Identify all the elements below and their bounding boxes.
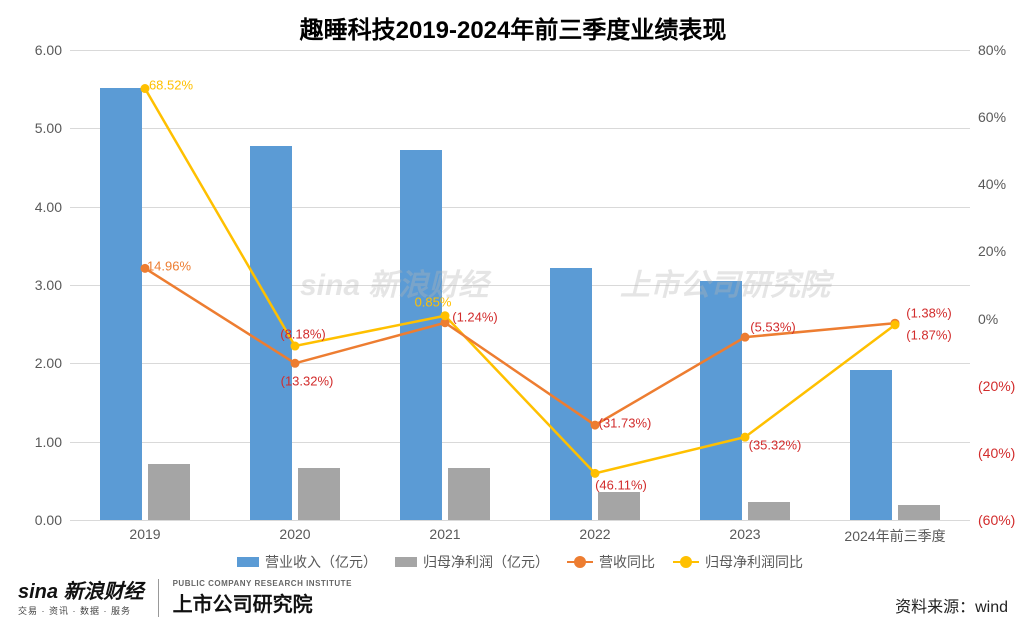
x-category-label: 2024年前三季度 xyxy=(820,520,970,546)
legend-label: 归母净利润同比 xyxy=(705,552,803,572)
y-left-tick: 3.00 xyxy=(35,277,70,293)
x-category-label: 2021 xyxy=(370,520,520,542)
x-category-label: 2019 xyxy=(70,520,220,542)
data-label: (1.24%) xyxy=(452,309,498,324)
data-label: 68.52% xyxy=(149,77,193,92)
y-right-tick: (40%) xyxy=(970,445,1015,461)
x-category-label: 2022 xyxy=(520,520,670,542)
plot-area: 0.001.002.003.004.005.006.00(60%)(40%)(2… xyxy=(70,50,970,520)
logo-sina: sina 新浪财经 交易 · 资讯 · 数据 · 服务 xyxy=(18,575,144,617)
legend-label: 营收同比 xyxy=(599,552,655,572)
y-left-tick: 4.00 xyxy=(35,199,70,215)
legend-item: 营业收入（亿元） xyxy=(237,552,377,572)
y-right-tick: 60% xyxy=(970,109,1006,125)
line-series xyxy=(145,268,895,425)
legend-item: 归母净利润（亿元） xyxy=(395,552,549,572)
legend-label: 归母净利润（亿元） xyxy=(423,552,549,572)
y-right-tick: (20%) xyxy=(970,378,1015,394)
y-left-tick: 2.00 xyxy=(35,355,70,371)
y-right-tick: 40% xyxy=(970,176,1006,192)
data-label: (31.73%) xyxy=(599,416,652,431)
y-right-tick: 0% xyxy=(970,311,998,327)
data-label: (8.18%) xyxy=(280,327,326,342)
y-left-tick: 0.00 xyxy=(35,512,70,528)
data-label: 14.96% xyxy=(147,259,191,274)
data-label: (13.32%) xyxy=(281,374,334,389)
data-label: (5.53%) xyxy=(750,320,796,335)
data-label: (1.87%) xyxy=(906,327,952,342)
x-category-label: 2020 xyxy=(220,520,370,542)
data-label: (1.38%) xyxy=(906,306,952,321)
legend-label: 营业收入（亿元） xyxy=(265,552,377,572)
line-marker xyxy=(591,469,599,477)
line-marker xyxy=(141,85,149,93)
data-source: 资料来源：wind xyxy=(895,593,1008,617)
y-left-tick: 1.00 xyxy=(35,434,70,450)
data-label: (35.32%) xyxy=(749,438,802,453)
chart-container: 趣睡科技2019-2024年前三季度业绩表现 0.001.002.003.004… xyxy=(0,0,1026,625)
legend-swatch-bar xyxy=(395,557,417,567)
line-marker xyxy=(741,333,749,341)
y-left-tick: 6.00 xyxy=(35,42,70,58)
y-left-tick: 5.00 xyxy=(35,120,70,136)
legend-swatch-line xyxy=(567,561,593,563)
data-label: (46.11%) xyxy=(595,478,647,493)
footer: sina 新浪财经 交易 · 资讯 · 数据 · 服务 PUBLIC COMPA… xyxy=(0,575,1026,617)
line-layer xyxy=(70,50,970,520)
y-right-tick: (60%) xyxy=(970,512,1015,528)
x-category-label: 2023 xyxy=(670,520,820,542)
line-marker xyxy=(891,321,899,329)
line-series xyxy=(145,89,895,474)
chart-title: 趣睡科技2019-2024年前三季度业绩表现 xyxy=(0,0,1026,45)
data-label: 0.85% xyxy=(415,294,452,309)
line-marker xyxy=(291,342,299,350)
legend: 营业收入（亿元） 归母净利润（亿元） 营收同比 归母净利润同比 xyxy=(70,552,970,572)
legend-swatch-bar xyxy=(237,557,259,567)
y-right-tick: 20% xyxy=(970,243,1006,259)
legend-item: 营收同比 xyxy=(567,552,655,572)
legend-swatch-line xyxy=(673,561,699,563)
logo-institute: PUBLIC COMPANY RESEARCH INSTITUTE 上市公司研究… xyxy=(158,579,352,617)
line-marker xyxy=(291,359,299,367)
y-right-tick: 80% xyxy=(970,42,1006,58)
legend-item: 归母净利润同比 xyxy=(673,552,803,572)
line-marker xyxy=(441,312,449,320)
footer-logos: sina 新浪财经 交易 · 资讯 · 数据 · 服务 PUBLIC COMPA… xyxy=(18,575,352,617)
